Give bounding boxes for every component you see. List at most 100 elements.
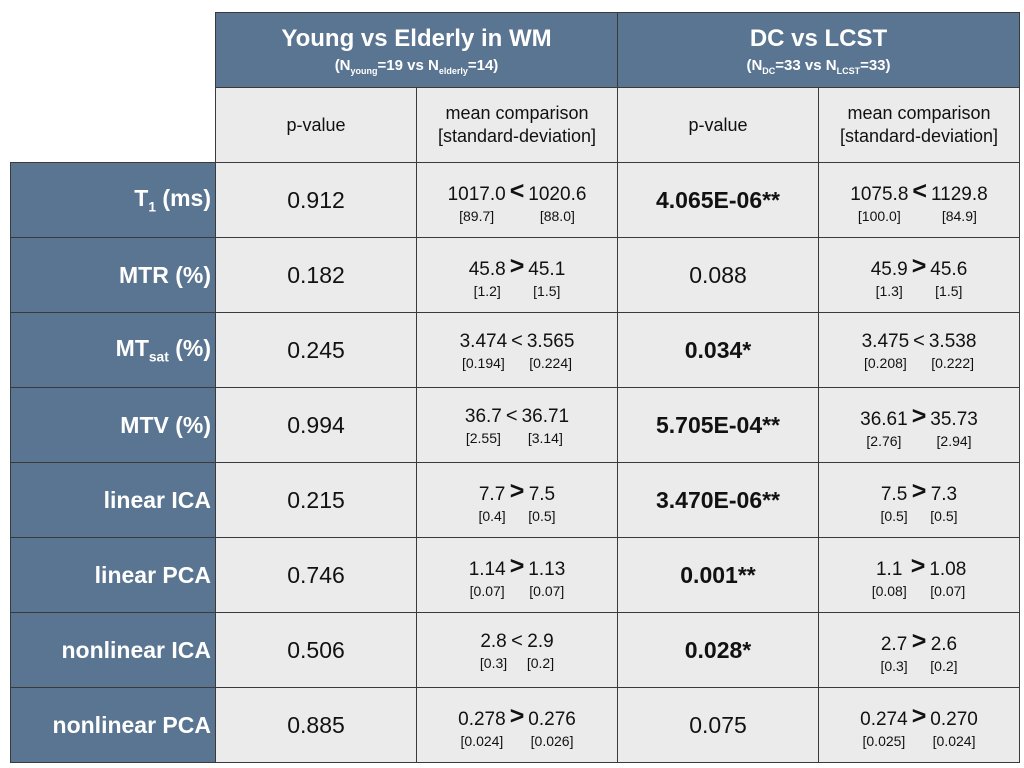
data-cell: 0.885 bbox=[215, 687, 417, 763]
mean-comparison: 36.61 >35.73 [2.76] [2.94] bbox=[860, 402, 978, 449]
group-header: DC vs LCST (NDC=33 vs NLCST=33) bbox=[617, 12, 1020, 88]
subtitle-part: (N bbox=[746, 56, 763, 74]
group-title: Young vs Elderly in WM bbox=[281, 24, 552, 52]
row-label-text: MTsat (%) bbox=[116, 335, 211, 365]
subtitle-part: =33 vs N bbox=[775, 56, 837, 74]
label-part: sat bbox=[148, 349, 169, 365]
group-subtitle: (NDC=33 vs NLCST=33) bbox=[746, 57, 890, 76]
sd-b: [0.222] bbox=[931, 354, 975, 371]
sd-b: [1.5] bbox=[533, 282, 561, 299]
mean-a: 7.7 bbox=[478, 483, 506, 505]
mean-comparison: 36.7 <36.71 [2.55] [3.14] bbox=[465, 405, 569, 446]
subtitle-part: =19 vs N bbox=[377, 56, 439, 74]
p-value: 0.075 bbox=[689, 711, 747, 738]
mean-comparison: 1.1 >1.08 [0.08] [0.07] bbox=[872, 552, 967, 599]
sd-b: [3.14] bbox=[527, 429, 563, 446]
data-cell: 0.506 bbox=[215, 612, 417, 688]
comparison-op: > bbox=[910, 551, 926, 580]
row-label: nonlinear PCA bbox=[10, 687, 216, 763]
group-subtitle: (Nyoung=19 vs Nelderly=14) bbox=[335, 57, 499, 76]
comparison-op: > bbox=[509, 551, 525, 580]
data-cell: 7.7 >7.5 [0.4] [0.5] bbox=[416, 462, 618, 538]
subheader: mean comparison [standard-deviation] bbox=[818, 87, 1020, 163]
p-value: 0.182 bbox=[287, 261, 345, 288]
subtitle-part: elderly bbox=[438, 65, 468, 76]
mean-comparison: 3.474 <3.565 [0.194] [0.224] bbox=[460, 330, 575, 371]
mean-comparison: 7.5 >7.3 [0.5] [0.5] bbox=[880, 477, 957, 524]
comparison-op: > bbox=[509, 476, 525, 505]
p-value: 0.746 bbox=[287, 561, 345, 588]
subheader-line: [standard-deviation] bbox=[839, 126, 999, 146]
sd-b: [1.5] bbox=[935, 282, 963, 299]
row-label: MTV (%) bbox=[10, 387, 216, 463]
mean-a: 0.278 bbox=[458, 708, 506, 730]
sd-b: [84.9] bbox=[941, 207, 977, 224]
comparison-op: > bbox=[911, 251, 927, 280]
data-cell: 0.075 bbox=[617, 687, 819, 763]
sd-a: [2.76] bbox=[866, 432, 902, 449]
sd-a: [0.5] bbox=[880, 507, 908, 524]
sd-a: [0.3] bbox=[479, 654, 508, 671]
mean-a: 1.14 bbox=[468, 558, 506, 580]
sd-b: [88.0] bbox=[539, 207, 575, 224]
mean-b: 1.13 bbox=[528, 558, 566, 580]
sd-a: [100.0] bbox=[857, 207, 901, 224]
p-value: 0.912 bbox=[287, 186, 345, 213]
mean-comparison: 45.8 >45.1 [1.2] [1.5] bbox=[469, 252, 566, 299]
mean-b: 1129.8 bbox=[931, 183, 988, 205]
data-cell: 3.474 <3.565 [0.194] [0.224] bbox=[416, 312, 618, 388]
p-value: 0.994 bbox=[287, 411, 345, 438]
p-value: 0.245 bbox=[287, 336, 345, 363]
mean-comparison: 45.9 >45.6 [1.3] [1.5] bbox=[871, 252, 968, 299]
sd-a: [1.2] bbox=[473, 282, 501, 299]
data-cell: 5.705E-04** bbox=[617, 387, 819, 463]
mean-a: 3.475 bbox=[861, 330, 910, 352]
comparison-op: > bbox=[911, 701, 927, 730]
subheader-line: p-value bbox=[286, 114, 346, 135]
data-cell: 0.274 >0.270 [0.025] [0.024] bbox=[818, 687, 1020, 763]
mean-a: 45.8 bbox=[468, 258, 506, 280]
data-cell: 1017.0 <1020.6 [89.7] [88.0] bbox=[416, 162, 618, 238]
mean-comparison: 3.475 <3.538 [0.208] [0.222] bbox=[862, 330, 977, 371]
subheader: mean comparison [standard-deviation] bbox=[416, 87, 618, 163]
data-cell: 45.8 >45.1 [1.2] [1.5] bbox=[416, 237, 618, 313]
mean-b: 2.6 bbox=[930, 633, 958, 655]
p-value: 0.034* bbox=[684, 336, 752, 363]
comparison-op: > bbox=[911, 401, 927, 430]
data-cell: 2.8 <2.9 [0.3] [0.2] bbox=[416, 612, 618, 688]
data-cell: 36.7 <36.71 [2.55] [3.14] bbox=[416, 387, 618, 463]
mean-b: 3.538 bbox=[928, 330, 977, 352]
data-cell: 0.028* bbox=[617, 612, 819, 688]
comparison-op: < bbox=[509, 176, 525, 205]
sd-a: [89.7] bbox=[459, 207, 495, 224]
mean-b: 2.9 bbox=[527, 630, 554, 652]
p-value: 0.885 bbox=[287, 711, 345, 738]
row-label-text: MTR (%) bbox=[119, 262, 211, 289]
mean-a: 3.474 bbox=[459, 330, 508, 352]
sd-b: [0.5] bbox=[528, 507, 556, 524]
mean-comparison: 1075.8 <1129.8 [100.0] [84.9] bbox=[850, 177, 987, 224]
row-label: linear ICA bbox=[10, 462, 216, 538]
p-value: 3.470E-06** bbox=[655, 486, 781, 513]
sd-b: [0.07] bbox=[930, 582, 966, 599]
sd-b: [0.2] bbox=[930, 657, 958, 674]
data-cell: 0.034* bbox=[617, 312, 819, 388]
subheader-line: [standard-deviation] bbox=[437, 126, 597, 146]
label-part: (%) bbox=[168, 335, 211, 362]
mean-a: 7.5 bbox=[880, 483, 908, 505]
data-cell: 3.475 <3.538 [0.208] [0.222] bbox=[818, 312, 1020, 388]
comparison-op: < bbox=[511, 629, 523, 652]
row-label: MTR (%) bbox=[10, 237, 216, 313]
comparison-op: > bbox=[509, 251, 525, 280]
subtitle-part: young bbox=[350, 65, 378, 76]
mean-comparison: 1017.0 <1020.6 [89.7] [88.0] bbox=[448, 177, 587, 224]
subheader: p-value bbox=[617, 87, 819, 163]
row-label: nonlinear ICA bbox=[10, 612, 216, 688]
comparison-op: > bbox=[509, 701, 525, 730]
mean-comparison: 7.7 >7.5 [0.4] [0.5] bbox=[478, 477, 555, 524]
mean-a: 36.7 bbox=[464, 405, 502, 427]
comparison-op: < bbox=[511, 329, 523, 352]
mean-b: 3.565 bbox=[526, 330, 575, 352]
mean-a: 45.9 bbox=[870, 258, 908, 280]
